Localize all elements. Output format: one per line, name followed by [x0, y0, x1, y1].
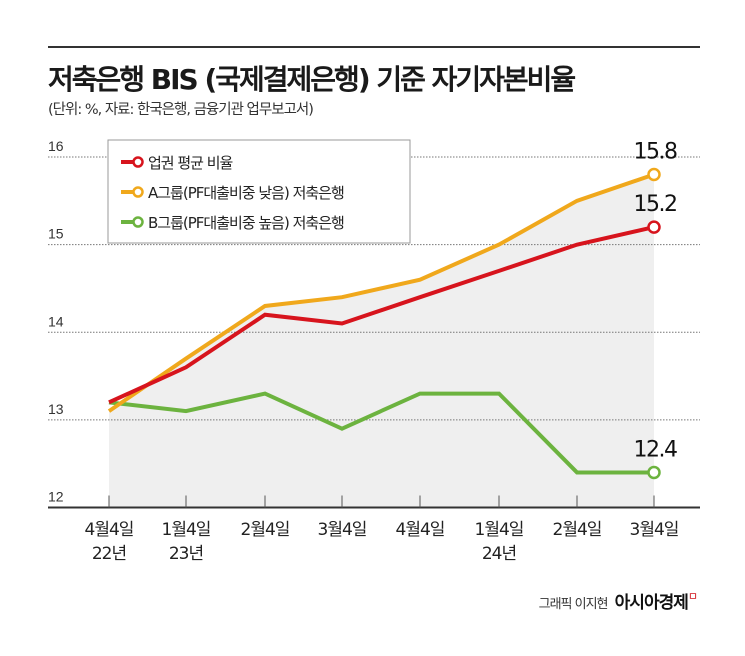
credit-author: 그래픽 이지현	[538, 597, 609, 612]
legend-swatch-marker-0	[132, 156, 144, 168]
series-end-label-0: 15.2	[634, 192, 677, 217]
x-tick-year-label: 24년	[482, 544, 516, 564]
series-end-label-1: 15.8	[634, 140, 677, 165]
legend-box	[107, 139, 411, 244]
x-tick-year-label: 23년	[169, 544, 203, 564]
x-tick-label: 3월4일	[318, 520, 367, 540]
x-tick-label: 1월4일	[162, 520, 211, 540]
x-tick-label: 1월4일	[475, 520, 524, 540]
top-rule	[48, 46, 700, 48]
y-tick-label: 13	[48, 401, 64, 417]
legend-label-1: A그룹(PF대출비중 낮음) 저축은행	[148, 184, 344, 202]
series-end-label-2: 12.4	[634, 437, 677, 462]
y-tick-label: 12	[48, 489, 64, 505]
chart-subtitle: (단위: %, 자료: 한국은행, 금융기관 업무보고서)	[48, 102, 314, 118]
series-end-marker-0	[647, 220, 661, 234]
shaded-area	[109, 174, 654, 508]
credit: 그래픽 이지현 아시아경제ㅁ	[538, 588, 698, 613]
x-tick-label: 4월4일	[396, 520, 445, 540]
y-tick-label: 14	[48, 313, 64, 329]
chart-title: 저축은행 BIS (국제결제은행) 기준 자기자본비율	[48, 63, 576, 96]
x-tick-label: 4월4일	[85, 520, 134, 540]
logo-mark-icon: ㅁ	[687, 590, 698, 603]
publisher-logo: 아시아경제	[614, 593, 689, 613]
legend-swatch-marker-1	[132, 186, 144, 198]
x-tick-label: 3월4일	[630, 520, 679, 540]
series-end-marker-1	[647, 167, 661, 182]
series-end-marker-2	[647, 465, 661, 480]
series-line-1	[107, 172, 655, 413]
y-tick-label: 15	[48, 226, 64, 242]
legend-swatch-marker-2	[132, 216, 144, 228]
legend-label-0: 업권 평균 비율	[148, 154, 233, 172]
series-line-0	[108, 225, 655, 405]
x-tick-label: 2월4일	[241, 520, 290, 540]
x-tick-label: 2월4일	[553, 520, 602, 540]
x-tick-year-label: 22년	[92, 544, 126, 564]
series-line-2	[108, 391, 654, 475]
legend-label-2: B그룹(PF대출비중 높음) 저축은행	[148, 214, 344, 232]
y-tick-label: 16	[48, 138, 64, 154]
